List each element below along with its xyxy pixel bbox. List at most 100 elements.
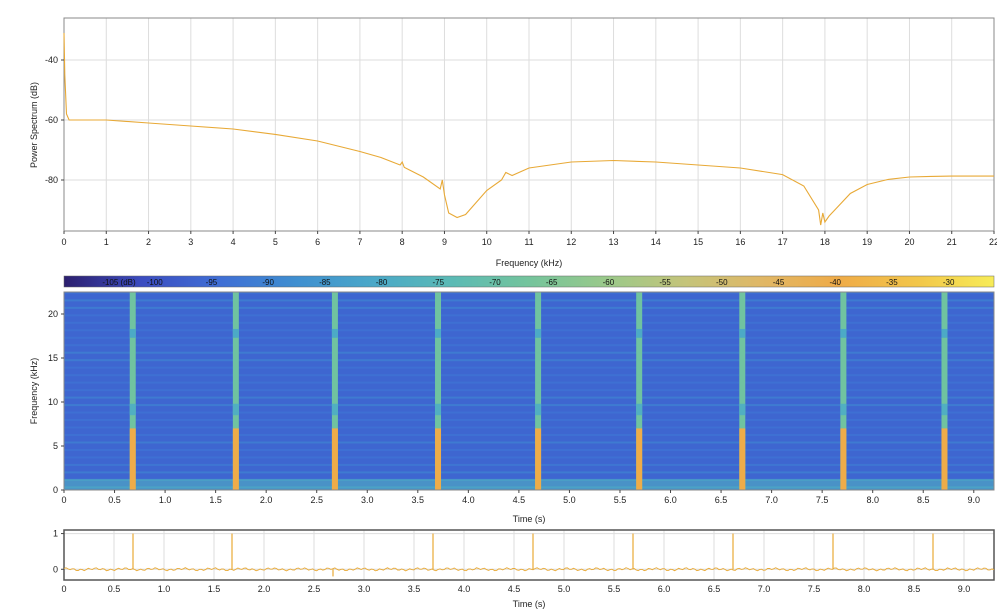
- spectrogram-x-tick-label: 2.0: [260, 495, 273, 505]
- spectrogram-impulse-column: [941, 292, 948, 490]
- colorbar-tick-label: -100: [147, 278, 164, 287]
- spectrogram-x-tick-label: 0.5: [108, 495, 121, 505]
- spectrogram-y-tick-label: 20: [48, 309, 58, 319]
- spectrogram-harmonic-band: [64, 396, 994, 399]
- spectrogram-panel: 0 0.5 1.0 1.5 2.0 2.5 3.0 3.5 4.0 4.5 5.0 5.5 6.0 6.5…: [29, 291, 995, 524]
- waveform-line-group: [63, 533, 995, 577]
- spectrogram-x-tick-label: 7.5: [816, 495, 829, 505]
- power-spectrum-y-ticks: -40 -60 -80: [45, 55, 64, 185]
- spectrogram-impulse-low: [435, 428, 442, 490]
- spectrogram-x-axis-label: Time (s): [513, 514, 546, 524]
- power-spectrum-x-tick-label: 17: [778, 237, 788, 247]
- power-spectrum-x-axis-label: Frequency (kHz): [496, 258, 563, 268]
- spectrogram-x-tick-label: 6.5: [715, 495, 728, 505]
- spectrogram-impulse-low: [636, 428, 643, 490]
- waveform-x-tick-label: 4.0: [458, 584, 471, 594]
- colorbar-tick-label: -50: [716, 278, 728, 287]
- colorbar-tick-label: -85: [319, 278, 331, 287]
- spectrogram-impulse-column: [840, 292, 847, 490]
- waveform-x-tick-label: 1.5: [208, 584, 221, 594]
- spectrogram-impulse-notch: [129, 403, 136, 416]
- spectrogram-x-tick-label: 2.5: [310, 495, 323, 505]
- spectrogram-harmonic-band: [64, 456, 994, 459]
- spectrogram-harmonic-band: [64, 321, 994, 324]
- colorbar-ticks: -100 -95 -90 -85 -80 -75 -70 -65 -60 -55 -50 -45 -40…: [147, 278, 955, 287]
- spectrogram-impulse-low: [840, 428, 847, 490]
- spectrogram-x-tick-label: 0: [61, 495, 66, 505]
- power-spectrum-x-tick-label: 13: [609, 237, 619, 247]
- power-spectrum-x-tick-label: 15: [693, 237, 703, 247]
- power-spectrum-x-tick-label: 7: [357, 237, 362, 247]
- spectrogram-impulse-column: [739, 292, 746, 490]
- spectrogram-impulse-notch: [129, 328, 136, 338]
- colorbar-tick-label: -65: [546, 278, 558, 287]
- spectrogram-harmonic-band: [64, 291, 994, 294]
- power-spectrum-x-tick-label: 16: [735, 237, 745, 247]
- waveform-plot-border: [63, 529, 995, 581]
- spectrogram-harmonic-bands: [64, 291, 994, 490]
- waveform-x-tick-label: 3.0: [358, 584, 371, 594]
- waveform-x-tick-label: 0.5: [108, 584, 121, 594]
- colorbar-tick-label: -40: [829, 278, 841, 287]
- spectrogram-harmonic-band: [64, 434, 994, 436]
- spectrogram-x-tick-label: 8.5: [917, 495, 930, 505]
- colorbar-tick-label: -95: [206, 278, 218, 287]
- spectrogram-harmonic-band: [64, 366, 994, 369]
- power-spectrum-x-tick-label: 11: [524, 237, 533, 247]
- spectrogram-x-tick-label: 6.0: [664, 495, 677, 505]
- spectrogram-harmonic-band: [64, 463, 994, 466]
- spectrogram-harmonic-band: [64, 426, 994, 429]
- spectrogram-y-tick-label: 10: [48, 397, 58, 407]
- spectrogram-harmonic-band: [64, 329, 994, 332]
- spectrogram-harmonic-band: [64, 448, 994, 451]
- spectrogram-impulse-low: [129, 428, 136, 490]
- spectrogram-impulses: [129, 292, 948, 490]
- power-spectrum-x-tick-label: 14: [651, 237, 661, 247]
- spectrogram-impulse-column: [331, 292, 338, 490]
- spectrogram-x-tick-label: 9.0: [968, 495, 981, 505]
- power-spectrum-x-tick-label: 12: [566, 237, 576, 247]
- spectrogram-impulse-column: [232, 292, 239, 490]
- spectrogram-harmonic-band: [64, 374, 994, 377]
- waveform-x-tick-label: 9.0: [958, 584, 971, 594]
- spectrogram-harmonic-band: [64, 411, 994, 414]
- spectrogram-x-tick-label: 4.0: [462, 495, 475, 505]
- power-spectrum-x-tick-label: 8: [400, 237, 405, 247]
- waveform-x-tick-label: 1.0: [158, 584, 171, 594]
- spectrogram-harmonic-band: [64, 306, 994, 309]
- spectrogram-y-axis-label: Frequency (kHz): [29, 358, 39, 425]
- spectrogram-y-tick-label: 5: [53, 441, 58, 451]
- power-spectrum-y-tick-label: -60: [45, 115, 58, 125]
- colorbar-tick-label: -70: [489, 278, 501, 287]
- spectrogram-impulse-column: [535, 292, 542, 490]
- power-spectrum-y-tick-label: -80: [45, 175, 58, 185]
- spectrogram-x-ticks: 0 0.5 1.0 1.5 2.0 2.5 3.0 3.5 4.0 4.5 5.0 5.5 6.0 6.5…: [61, 490, 980, 505]
- power-spectrum-x-tick-label: 5: [273, 237, 278, 247]
- spectrogram-x-tick-label: 3.5: [412, 495, 425, 505]
- waveform-x-tick-label: 2.0: [258, 584, 271, 594]
- spectrogram-harmonic-band: [64, 471, 994, 474]
- power-spectrum-x-tick-label: 4: [231, 237, 236, 247]
- waveform-y-tick-label: 1: [53, 529, 58, 539]
- spectrogram-impulse-notch: [941, 403, 948, 416]
- spectrogram-impulse-notch: [739, 403, 746, 416]
- power-spectrum-x-tick-label: 20: [904, 237, 914, 247]
- power-spectrum-x-tick-label: 2: [146, 237, 151, 247]
- colorbar-tick-label: -45: [773, 278, 785, 287]
- spectrogram-harmonic-band: [64, 381, 994, 384]
- power-spectrum-x-tick-label: 19: [862, 237, 872, 247]
- colorbar: -100 -95 -90 -85 -80 -75 -70 -65 -60 -55 -50 -45 -40…: [63, 275, 995, 288]
- spectrogram-impulse-notch: [535, 403, 542, 416]
- power-spectrum-y-tick-label: -40: [45, 55, 58, 65]
- power-spectrum-x-tick-label: 18: [820, 237, 830, 247]
- spectrogram-impulse-low: [941, 428, 948, 490]
- colorbar-tick-label: -80: [376, 278, 388, 287]
- waveform-x-tick-label: 2.5: [308, 584, 321, 594]
- spectrogram-harmonic-band: [64, 336, 994, 339]
- spectrogram-low-frequency-band: [64, 479, 994, 490]
- waveform-x-tick-label: 0: [61, 584, 66, 594]
- power-spectrum-x-tick-label: 22: [989, 237, 997, 247]
- spectrogram-x-tick-label: 1.5: [209, 495, 222, 505]
- power-spectrum-y-axis-label: Power Spectrum (dB): [29, 82, 39, 168]
- waveform-x-tick-label: 6.5: [708, 584, 721, 594]
